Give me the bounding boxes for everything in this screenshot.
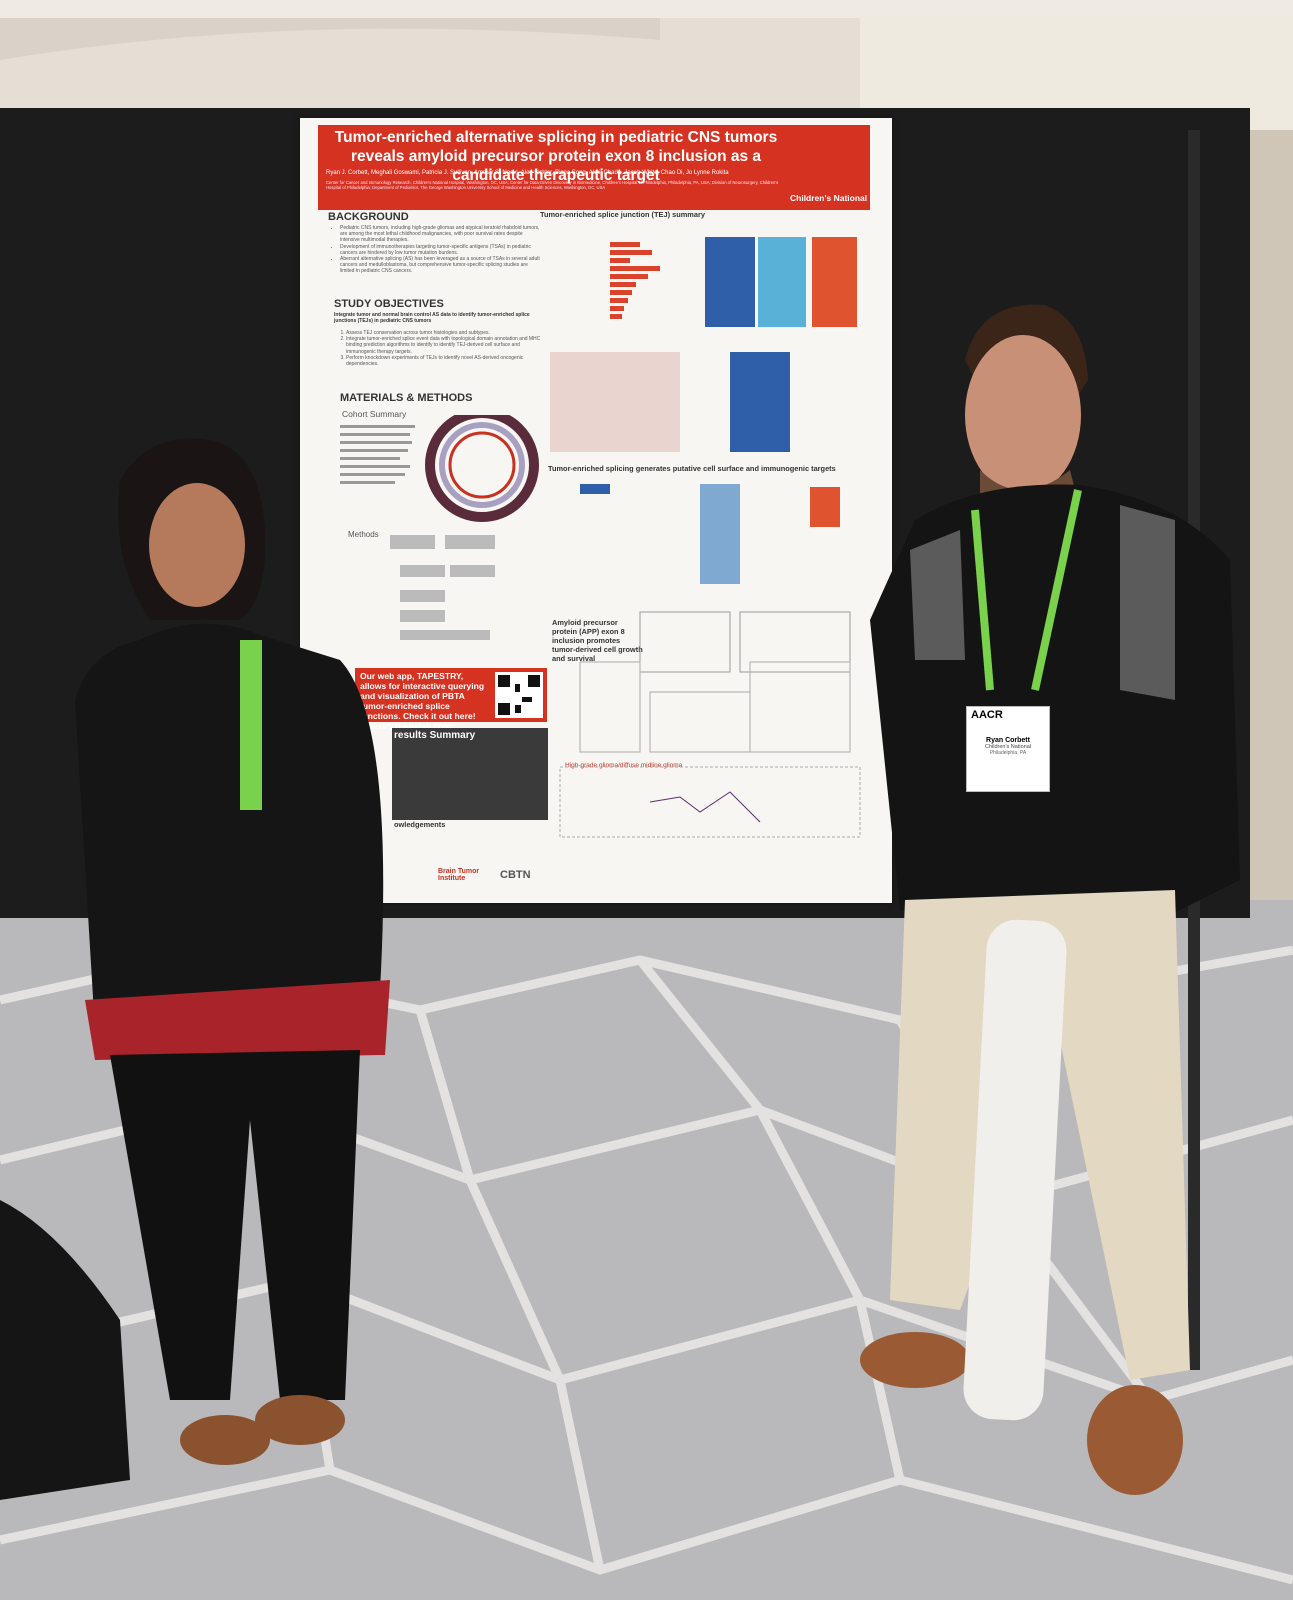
badge-name: Ryan Corbett <box>986 737 1030 744</box>
poster-header <box>318 125 870 210</box>
objective: Assess TEJ conservation across tumor his… <box>346 330 542 336</box>
section-heading: BACKGROUND <box>328 211 409 223</box>
badge-city: Philadelphia, PA <box>989 750 1027 756</box>
qr-code <box>495 672 543 718</box>
objective: Perform knockdown experiments of TEJs to… <box>346 355 542 367</box>
poster-affiliations: Center for Cancer and Immunology Researc… <box>326 180 779 191</box>
footer-logo: CBTN <box>500 869 531 881</box>
poster-logo: Children's National <box>790 193 868 203</box>
footer-logo: Brain Tumor Institute <box>438 868 480 882</box>
objective: Integrate tumor-enriched splice event da… <box>346 336 542 355</box>
results-box <box>392 728 548 820</box>
poster-title: Tumor-enriched alternative splicing in p… <box>334 129 778 184</box>
section-heading: STUDY OBJECTIVES <box>334 298 444 310</box>
bullet: Pediatric CNS tumors, including high-gra… <box>340 225 540 244</box>
callout-text: Our web app, TAPESTRY, allows for intera… <box>360 671 485 731</box>
panel-title: Tumor-enriched splice junction (TEJ) sum… <box>540 210 705 219</box>
badge-org: AACR <box>971 709 1003 721</box>
acknowledgements-title: owledgements <box>394 820 446 829</box>
objectives-list: Assess TEJ conservation across tumor his… <box>336 330 542 367</box>
poster-authors: Ryan J. Corbett, Meghali Goswami, Patric… <box>326 170 729 176</box>
objectives-lead: Integrate tumor and normal brain control… <box>334 312 530 325</box>
section-heading: MATERIALS & METHODS <box>340 392 473 404</box>
subheading: Methods <box>348 530 379 539</box>
subheading: Cohort Summary <box>342 409 407 419</box>
bullet: Development of immunotherapies targeting… <box>340 244 540 256</box>
panel-title: High-grade glioma/diffuse midline glioma <box>565 762 683 769</box>
name-badge: AACR Ryan Corbett Children's National Ph… <box>966 706 1050 792</box>
badge-affiliation: Children's National <box>985 744 1031 750</box>
panel-title: Amyloid precursor protein (APP) exon 8 i… <box>552 618 643 663</box>
methods-figures <box>340 415 539 640</box>
background-list: Pediatric CNS tumors, including high-gra… <box>330 225 540 275</box>
results-title: results Summary <box>394 730 476 741</box>
results-figures <box>550 237 861 838</box>
bullet: Aberrant alternative splicing (AS) has b… <box>340 256 540 275</box>
panel-title: Tumor-enriched splicing generates putati… <box>548 464 836 473</box>
